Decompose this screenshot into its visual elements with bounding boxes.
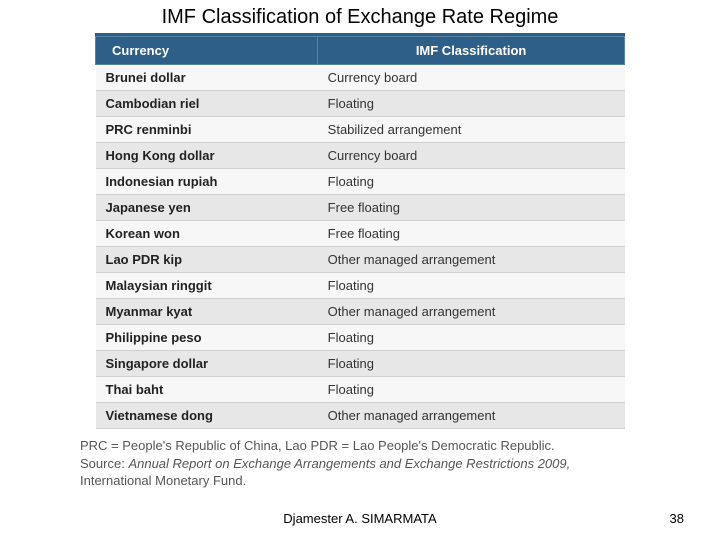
table-row: Malaysian ringgitFloating <box>96 273 625 299</box>
cell-currency: Cambodian riel <box>96 91 318 117</box>
notes-block: PRC = People's Republic of China, Lao PD… <box>80 437 640 490</box>
table-row: Indonesian rupiahFloating <box>96 169 625 195</box>
cell-classification: Other managed arrangement <box>318 299 625 325</box>
table-row: Lao PDR kipOther managed arrangement <box>96 247 625 273</box>
classification-table-wrap: Currency IMF Classification Brunei dolla… <box>95 33 625 429</box>
page-title: IMF Classification of Exchange Rate Regi… <box>0 0 720 33</box>
cell-currency: Japanese yen <box>96 195 318 221</box>
table-row: Korean wonFree floating <box>96 221 625 247</box>
table-row: Cambodian rielFloating <box>96 91 625 117</box>
table-row: Vietnamese dongOther managed arrangement <box>96 403 625 429</box>
cell-classification: Floating <box>318 169 625 195</box>
cell-currency: Philippine peso <box>96 325 318 351</box>
cell-currency: Lao PDR kip <box>96 247 318 273</box>
table-row: Myanmar kyatOther managed arrangement <box>96 299 625 325</box>
table-row: Hong Kong dollarCurrency board <box>96 143 625 169</box>
cell-classification: Floating <box>318 325 625 351</box>
table-row: Thai bahtFloating <box>96 377 625 403</box>
cell-classification: Floating <box>318 351 625 377</box>
cell-classification: Free floating <box>318 221 625 247</box>
col-header-classification: IMF Classification <box>318 37 625 65</box>
col-header-currency: Currency <box>96 37 318 65</box>
page-number: 38 <box>670 511 684 526</box>
source-tail: International Monetary Fund. <box>80 473 246 488</box>
cell-currency: Thai baht <box>96 377 318 403</box>
notes-source: Source: Annual Report on Exchange Arrang… <box>80 455 640 490</box>
cell-currency: Indonesian rupiah <box>96 169 318 195</box>
table-row: Japanese yenFree floating <box>96 195 625 221</box>
cell-currency: PRC renminbi <box>96 117 318 143</box>
cell-classification: Floating <box>318 91 625 117</box>
table-row: Brunei dollarCurrency board <box>96 65 625 91</box>
cell-currency: Myanmar kyat <box>96 299 318 325</box>
cell-currency: Malaysian ringgit <box>96 273 318 299</box>
cell-classification: Stabilized arrangement <box>318 117 625 143</box>
cell-currency: Hong Kong dollar <box>96 143 318 169</box>
notes-definition: PRC = People's Republic of China, Lao PD… <box>80 437 640 455</box>
classification-table: Currency IMF Classification Brunei dolla… <box>95 36 625 429</box>
table-row: Singapore dollarFloating <box>96 351 625 377</box>
cell-classification: Floating <box>318 377 625 403</box>
table-row: PRC renminbiStabilized arrangement <box>96 117 625 143</box>
cell-classification: Currency board <box>318 65 625 91</box>
cell-currency: Brunei dollar <box>96 65 318 91</box>
table-row: Philippine pesoFloating <box>96 325 625 351</box>
cell-currency: Vietnamese dong <box>96 403 318 429</box>
cell-currency: Singapore dollar <box>96 351 318 377</box>
cell-classification: Other managed arrangement <box>318 403 625 429</box>
source-label: Source: <box>80 456 125 471</box>
cell-classification: Currency board <box>318 143 625 169</box>
cell-currency: Korean won <box>96 221 318 247</box>
cell-classification: Other managed arrangement <box>318 247 625 273</box>
cell-classification: Floating <box>318 273 625 299</box>
source-italic: Annual Report on Exchange Arrangements a… <box>128 456 570 471</box>
cell-classification: Free floating <box>318 195 625 221</box>
footer-author: Djamester A. SIMARMATA <box>0 511 720 526</box>
